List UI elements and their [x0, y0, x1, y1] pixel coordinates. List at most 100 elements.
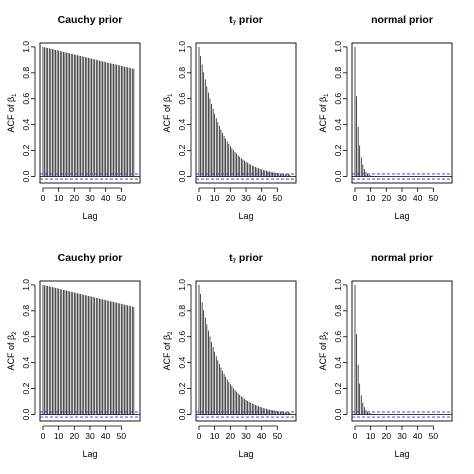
y-tick-label: 0.2 — [333, 144, 343, 156]
x-axis-label: Lag — [82, 449, 97, 459]
y-tick-label: 0.0 — [333, 408, 343, 420]
y-axis-label: ACF of β1 — [6, 93, 18, 133]
y-tick-label: 0.2 — [21, 382, 31, 394]
y-tick-label: 0.6 — [21, 93, 31, 105]
y-tick-label: 0.6 — [333, 331, 343, 343]
y-tick-label: 0.0 — [333, 170, 343, 182]
y-tick-label: 0.0 — [21, 170, 31, 182]
y-tick-label: 0.2 — [333, 382, 343, 394]
x-axis-label: Lag — [82, 211, 97, 221]
x-axis-label: Lag — [238, 449, 253, 459]
x-tick-label: 20 — [226, 193, 236, 203]
y-tick-label: 1.0 — [333, 41, 343, 53]
plot-frame — [351, 42, 453, 184]
y-tick-label: 0.4 — [177, 118, 187, 130]
acf-panel-2: t7 prior 0 10 20 30 40 50 0.0 0.2 0.4 0.6 0.8 1.0 Lag… — [162, 14, 297, 221]
y-tick-label: 0.4 — [177, 356, 187, 368]
x-tick-label: 20 — [382, 193, 392, 203]
y-tick-label: 0.4 — [333, 356, 343, 368]
x-tick-label: 40 — [413, 193, 423, 203]
y-tick-label: 1.0 — [177, 279, 187, 291]
x-tick-label: 40 — [257, 193, 267, 203]
y-tick-label: 0.6 — [177, 93, 187, 105]
y-tick-label: 0.4 — [333, 118, 343, 130]
x-tick-label: 20 — [226, 431, 236, 441]
x-tick-label: 10 — [366, 193, 376, 203]
y-tick-label: 1.0 — [21, 279, 31, 291]
y-tick-label: 0.4 — [21, 118, 31, 130]
x-tick-label: 20 — [70, 193, 80, 203]
x-tick-label: 40 — [101, 431, 111, 441]
y-axis-label: ACF of β2 — [162, 331, 174, 371]
x-tick-label: 0 — [353, 193, 358, 203]
x-tick-label: 50 — [429, 431, 439, 441]
y-tick-label: 0.6 — [333, 93, 343, 105]
plot-frame — [39, 42, 141, 184]
x-axis-label: Lag — [394, 211, 409, 221]
x-tick-label: 0 — [41, 431, 46, 441]
x-tick-label: 10 — [54, 193, 64, 203]
x-axis-label: Lag — [394, 449, 409, 459]
y-tick-label: 0.2 — [21, 144, 31, 156]
x-tick-label: 50 — [117, 193, 127, 203]
x-tick-label: 10 — [210, 431, 220, 441]
x-tick-label: 20 — [70, 431, 80, 441]
y-tick-label: 0.8 — [333, 67, 343, 79]
panel-title: Cauchy prior — [58, 14, 123, 26]
x-tick-label: 10 — [210, 193, 220, 203]
x-tick-label: 50 — [429, 193, 439, 203]
x-tick-label: 50 — [117, 431, 127, 441]
x-tick-label: 30 — [85, 193, 95, 203]
x-tick-label: 30 — [241, 431, 251, 441]
acf-panel-1: Cauchy prior 0 10 20 30 40 50 0.0 0.2 0.4 0.6 0.8 1.… — [6, 14, 141, 221]
x-tick-label: 0 — [353, 431, 358, 441]
x-tick-label: 20 — [382, 431, 392, 441]
panel-title: t7 prior — [229, 252, 263, 265]
x-tick-label: 30 — [397, 193, 407, 203]
y-tick-label: 0.0 — [21, 408, 31, 420]
x-tick-label: 50 — [273, 193, 283, 203]
y-tick-label: 1.0 — [21, 41, 31, 53]
x-tick-label: 10 — [366, 431, 376, 441]
plot-frame — [195, 42, 297, 184]
x-tick-label: 40 — [101, 193, 111, 203]
y-axis-label: ACF of β1 — [162, 93, 174, 133]
y-tick-label: 1.0 — [333, 279, 343, 291]
y-tick-label: 0.2 — [177, 382, 187, 394]
x-tick-label: 10 — [54, 431, 64, 441]
y-tick-label: 0.0 — [177, 408, 187, 420]
panel-title: Cauchy prior — [58, 252, 123, 264]
x-tick-label: 0 — [197, 431, 202, 441]
y-tick-label: 0.6 — [177, 331, 187, 343]
plot-frame — [351, 280, 453, 422]
x-tick-label: 30 — [241, 193, 251, 203]
acf-panel-4: Cauchy prior 0 10 20 30 40 50 0.0 0.2 0.4 0.6 0.8 1.… — [6, 252, 141, 459]
acf-panel-5: t7 prior 0 10 20 30 40 50 0.0 0.2 0.4 0.6 0.8 1.0 Lag… — [162, 252, 297, 459]
y-tick-label: 0.8 — [21, 67, 31, 79]
x-tick-label: 0 — [197, 193, 202, 203]
x-axis-label: Lag — [238, 211, 253, 221]
x-tick-label: 30 — [397, 431, 407, 441]
y-tick-label: 0.2 — [177, 144, 187, 156]
y-tick-label: 1.0 — [177, 41, 187, 53]
acf-panel-3: normal prior 0 10 20 30 40 50 0.0 0.2 0.4 0.6 0.8 1.… — [318, 14, 453, 221]
x-tick-label: 50 — [273, 431, 283, 441]
x-tick-label: 30 — [85, 431, 95, 441]
y-axis-label: ACF of β2 — [6, 331, 18, 371]
x-tick-label: 40 — [257, 431, 267, 441]
x-tick-label: 40 — [413, 431, 423, 441]
panel-title: t7 prior — [229, 14, 263, 27]
panel-title: normal prior — [371, 14, 433, 26]
y-tick-label: 0.6 — [21, 331, 31, 343]
y-tick-label: 0.4 — [21, 356, 31, 368]
y-axis-label: ACF of β1 — [318, 93, 330, 133]
y-axis-label: ACF of β2 — [318, 331, 330, 371]
plot-frame — [195, 280, 297, 422]
acf-panel-6: normal prior 0 10 20 30 40 50 0.0 0.2 0.4 0.6 0.8 1.… — [318, 252, 453, 459]
y-tick-label: 0.8 — [177, 67, 187, 79]
panel-title: normal prior — [371, 252, 433, 264]
y-tick-label: 0.8 — [177, 305, 187, 317]
y-tick-label: 0.0 — [177, 170, 187, 182]
y-tick-label: 0.8 — [333, 305, 343, 317]
